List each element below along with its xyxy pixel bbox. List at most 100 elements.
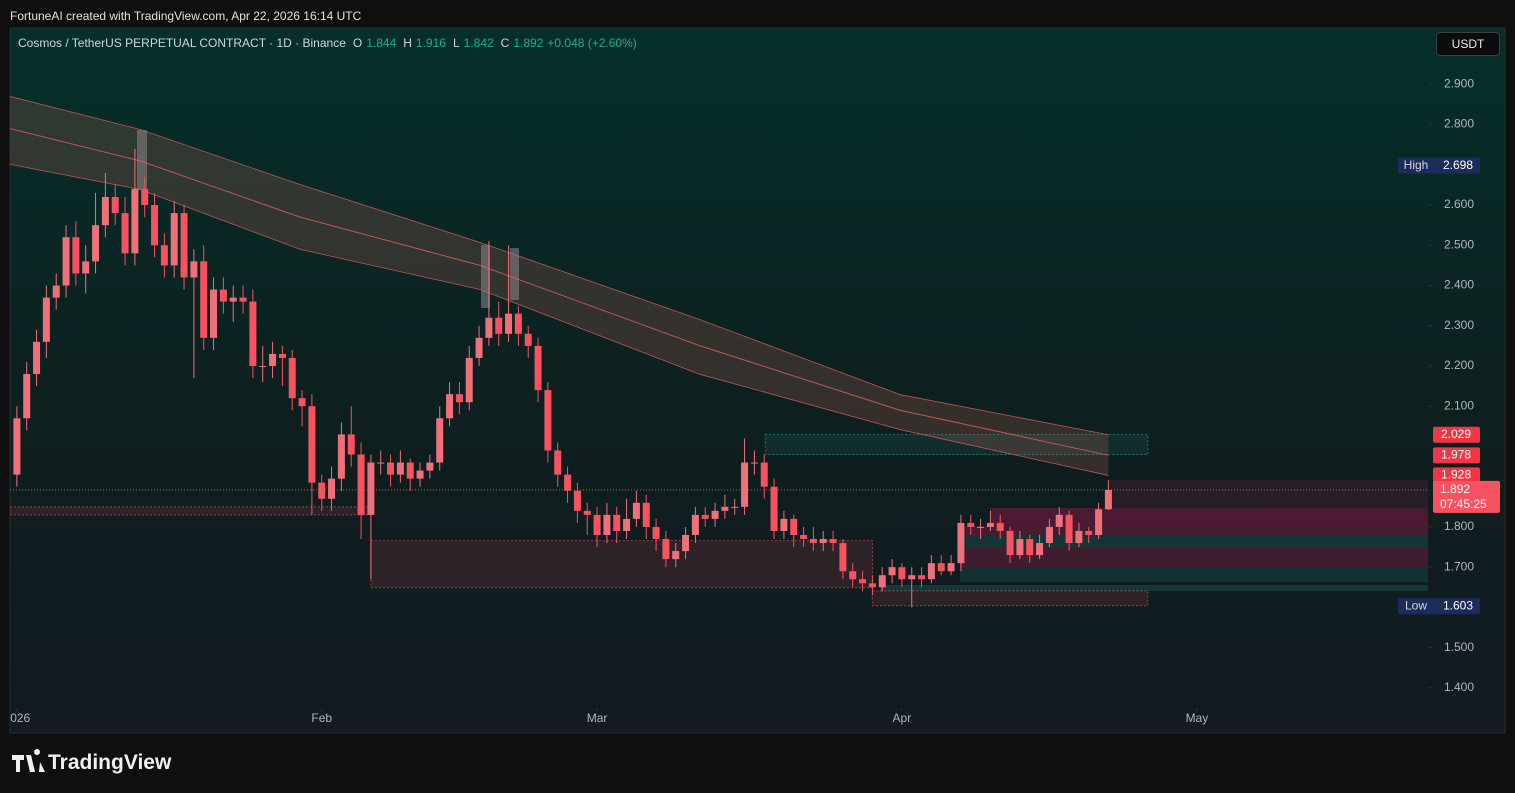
level-tag [1433, 447, 1480, 464]
y-axis: 2.900 2.800 2.600 2.500 2.400 2.300 2.200 2.100… [1398, 77, 1500, 694]
candle-body [239, 297, 247, 302]
y-tick-label: 2.100 [1444, 398, 1474, 412]
candle-body [996, 522, 1004, 531]
candle-body [436, 418, 444, 463]
ribbon-upper [10, 96, 1109, 436]
level-label: 1.928 [1441, 468, 1471, 482]
candle-body [770, 486, 778, 531]
candle-body [288, 357, 296, 399]
candle-body [219, 289, 227, 302]
candle-body [750, 462, 758, 464]
candle-body [308, 406, 316, 483]
candle-body [642, 502, 650, 527]
candle-body [554, 450, 562, 475]
x-tick-label: May [1186, 711, 1209, 725]
candle-body [918, 575, 926, 580]
y-tick-label: 2.900 [1444, 77, 1474, 91]
candle-body [446, 394, 454, 419]
y-tick-label: 2.200 [1444, 358, 1474, 372]
x-tick-label: Feb [311, 711, 332, 725]
x-tick-label: 2026 [4, 711, 31, 725]
chart-frame [9, 27, 1506, 734]
candle-body [33, 341, 41, 375]
currency-button[interactable]: USDT [1436, 32, 1500, 56]
candle-body [367, 462, 375, 515]
candle-body [819, 539, 827, 544]
candle-body [534, 345, 542, 391]
candle-body [839, 543, 847, 572]
candle-body [92, 225, 100, 262]
legend: Cosmos / TetherUS PERPETUAL CONTRACT · 1… [18, 36, 637, 50]
candle-body [318, 482, 326, 499]
candle-body [573, 490, 581, 511]
candle-body [711, 510, 719, 519]
candle-body [1036, 543, 1044, 556]
candle-body [72, 237, 80, 274]
symbol-title: Cosmos / TetherUS PERPETUAL CONTRACT · 1… [18, 36, 346, 50]
candle-body [1026, 539, 1034, 556]
marker-value: 1.603 [1443, 598, 1473, 612]
x-tick-label: Mar [587, 711, 608, 725]
candle-body [859, 579, 867, 584]
x-axis: 2026 Feb Mar Apr May [4, 708, 1209, 725]
marker-name: Low [1405, 598, 1427, 612]
candle-body [662, 539, 670, 560]
price-tag [1433, 480, 1500, 513]
brand-logo [12, 748, 45, 772]
y-tick-label: 2.300 [1444, 318, 1474, 332]
marker-value: 2.698 [1443, 158, 1473, 172]
brand: TradingView [48, 751, 172, 774]
ohlc-value: 1.892 [513, 36, 544, 50]
zone [370, 540, 873, 589]
candle-body [1065, 514, 1073, 544]
candle-body [1085, 530, 1093, 535]
candle-body [1095, 509, 1103, 535]
candle-body [170, 213, 178, 266]
candle-body [986, 522, 994, 527]
candle-body [387, 462, 395, 475]
candle-body [760, 462, 768, 487]
candle-body [878, 575, 886, 588]
y-tick-label: 2.500 [1444, 237, 1474, 251]
candle-body [809, 539, 817, 544]
candle-body [623, 518, 631, 531]
candle-body [544, 390, 552, 451]
candle-body [927, 563, 935, 580]
candle-body [741, 462, 749, 507]
candle-body [721, 506, 729, 511]
candle-body [200, 261, 208, 338]
candle-body [701, 514, 709, 519]
candle-body [229, 297, 237, 302]
candle-body [1055, 514, 1063, 527]
level-tag [1433, 467, 1480, 484]
candle-body [780, 518, 788, 531]
candle-body [613, 514, 621, 531]
candle-body [101, 196, 109, 226]
level-label: 1.978 [1441, 447, 1471, 461]
candle-body [406, 462, 414, 479]
candle-body [42, 297, 50, 342]
candle-body [937, 563, 945, 572]
candle-body [13, 418, 21, 475]
ohlc-key: C [500, 36, 510, 50]
candle-body [947, 563, 955, 572]
candle-body [564, 474, 572, 491]
candle-body [888, 567, 896, 576]
candle-body [790, 518, 798, 535]
candle-body [505, 313, 513, 334]
candle-body [475, 337, 483, 358]
candle-body [495, 317, 503, 334]
candle-body [731, 506, 739, 508]
candle-body [357, 454, 365, 515]
candle-body [524, 333, 532, 346]
candle-body [514, 313, 522, 334]
candle-body [603, 514, 611, 535]
candle-body [269, 353, 277, 366]
candle-body [121, 213, 129, 254]
candle-body [682, 534, 690, 552]
candle-body [259, 365, 267, 367]
candle-body [328, 478, 336, 499]
candle-body [672, 551, 680, 560]
candle-body [249, 301, 257, 366]
